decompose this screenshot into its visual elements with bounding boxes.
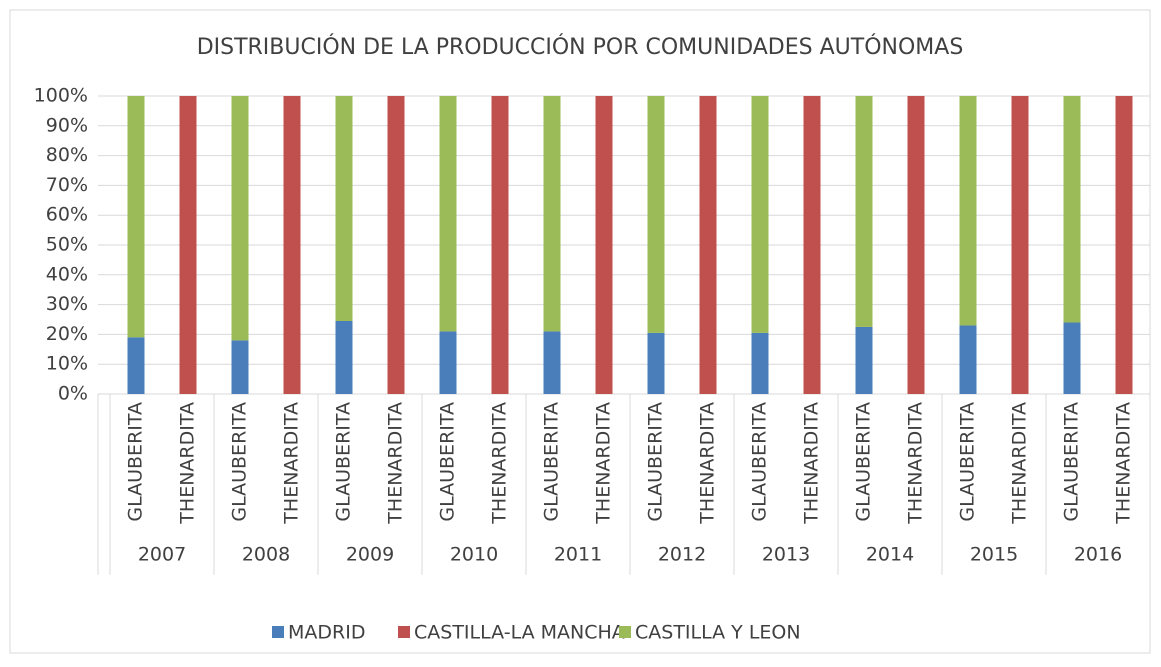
bar-segment <box>439 96 457 332</box>
x-tick-label: THENARDITA <box>1113 402 1135 525</box>
y-tick-label: 40% <box>46 263 88 285</box>
x-tick-label: GLAUBERITA <box>749 402 771 522</box>
x-tick-label: THENARDITA <box>385 402 407 525</box>
x-tick-label: GLAUBERITA <box>229 402 251 522</box>
x-tick-label: THENARDITA <box>801 402 823 525</box>
bar-segment <box>907 96 925 394</box>
group-label: 2007 <box>138 544 186 566</box>
x-tick-label: THENARDITA <box>593 402 615 525</box>
group-label: 2012 <box>658 544 706 566</box>
bar-segment <box>1063 322 1081 394</box>
bar-segment <box>699 96 717 394</box>
legend-label: CASTILLA-LA MANCHA <box>414 622 625 644</box>
x-tick-label: GLAUBERITA <box>853 402 875 522</box>
legend-label: CASTILLA Y LEON <box>635 622 801 644</box>
group-label: 2013 <box>762 544 810 566</box>
legend-label: MADRID <box>288 622 365 644</box>
y-tick-label: 50% <box>46 234 88 256</box>
y-tick-label: 70% <box>46 174 88 196</box>
y-tick-label: 80% <box>46 144 88 166</box>
bar-segment <box>959 325 977 394</box>
bar-segment <box>751 332 769 394</box>
y-tick-label: 30% <box>46 293 88 315</box>
group-label: 2016 <box>1074 544 1122 566</box>
group-label: 2011 <box>554 544 602 566</box>
bar-segment <box>439 331 457 394</box>
x-tick-label: THENARDITA <box>905 402 927 525</box>
x-tick-label: GLAUBERITA <box>1061 402 1083 522</box>
legend-swatch <box>272 626 284 638</box>
bar-segment <box>751 96 769 333</box>
bar-segment <box>127 337 145 394</box>
bar-segment <box>335 320 353 394</box>
group-label: 2015 <box>970 544 1018 566</box>
group-label: 2008 <box>242 544 290 566</box>
bar-segment <box>179 96 197 394</box>
x-tick-label: GLAUBERITA <box>333 402 355 522</box>
group-label: 2014 <box>866 544 914 566</box>
bar-segment <box>1115 96 1133 394</box>
bar-segment <box>335 96 353 321</box>
chart-title: DISTRIBUCIÓN DE LA PRODUCCIÓN POR COMUNI… <box>197 34 964 60</box>
y-tick-label: 20% <box>46 323 88 345</box>
x-tick-label: GLAUBERITA <box>957 402 979 522</box>
bar-segment <box>855 326 873 394</box>
bar-segment <box>855 96 873 327</box>
x-tick-label: THENARDITA <box>1009 402 1031 525</box>
bar-segment <box>387 96 405 394</box>
bar-segment <box>491 96 509 394</box>
y-tick-label: 90% <box>46 114 88 136</box>
x-tick-label: GLAUBERITA <box>125 402 147 522</box>
group-label: 2010 <box>450 544 498 566</box>
bar-segment <box>595 96 613 394</box>
bar-segment <box>231 340 249 394</box>
x-tick-label: GLAUBERITA <box>437 402 459 522</box>
x-tick-label: THENARDITA <box>489 402 511 525</box>
x-tick-label: GLAUBERITA <box>645 402 667 522</box>
bar-segment <box>959 96 977 326</box>
x-tick-label: THENARDITA <box>281 402 303 525</box>
bar-segment <box>647 96 665 333</box>
bar-segment <box>127 96 145 338</box>
bar-segment <box>1063 96 1081 323</box>
bar-segment <box>803 96 821 394</box>
y-tick-label: 100% <box>34 85 88 107</box>
x-tick-label: THENARDITA <box>177 402 199 525</box>
y-tick-label: 60% <box>46 204 88 226</box>
x-tick-label: GLAUBERITA <box>541 402 563 522</box>
y-tick-label: 0% <box>58 383 88 405</box>
bar-segment <box>543 96 561 332</box>
bar-segment <box>1011 96 1029 394</box>
bar-segment <box>283 96 301 394</box>
legend-swatch <box>398 626 410 638</box>
group-label: 2009 <box>346 544 394 566</box>
legend-swatch <box>619 626 631 638</box>
x-tick-label: THENARDITA <box>697 402 719 525</box>
y-tick-label: 10% <box>46 353 88 375</box>
bar-segment <box>543 331 561 394</box>
bar-segment <box>231 96 249 341</box>
bar-segment <box>647 332 665 394</box>
